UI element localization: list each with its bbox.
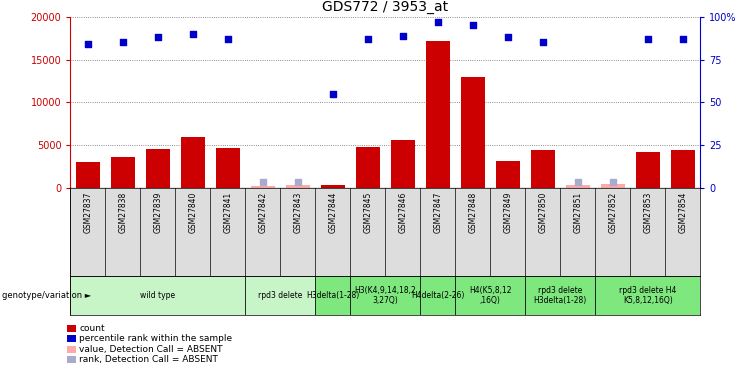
- Text: genotype/variation ►: genotype/variation ►: [2, 291, 91, 300]
- Point: [432, 19, 444, 25]
- Text: count: count: [79, 324, 105, 333]
- Bar: [565, 185, 590, 188]
- Bar: [216, 148, 240, 188]
- Bar: [350, 276, 420, 315]
- Bar: [425, 41, 450, 188]
- Bar: [461, 78, 485, 188]
- Point: [257, 179, 269, 185]
- Text: GSM27847: GSM27847: [433, 192, 442, 233]
- Text: GSM27851: GSM27851: [574, 192, 582, 233]
- Point: [642, 36, 654, 42]
- Text: percentile rank within the sample: percentile rank within the sample: [79, 334, 233, 343]
- Point: [536, 39, 548, 45]
- Bar: [250, 186, 275, 188]
- Point: [607, 179, 619, 185]
- Text: GSM27852: GSM27852: [608, 192, 617, 233]
- Title: GDS772 / 3953_at: GDS772 / 3953_at: [322, 0, 448, 15]
- Text: GSM27840: GSM27840: [188, 192, 197, 233]
- Bar: [595, 276, 700, 315]
- Text: GSM27838: GSM27838: [119, 192, 127, 233]
- Bar: [636, 152, 660, 188]
- Point: [117, 39, 129, 45]
- Bar: [600, 184, 625, 188]
- Point: [502, 34, 514, 40]
- Point: [572, 179, 584, 185]
- Bar: [455, 276, 525, 315]
- Bar: [420, 276, 455, 315]
- Text: GSM27843: GSM27843: [293, 192, 302, 233]
- Bar: [146, 149, 170, 188]
- Text: GSM27837: GSM27837: [84, 192, 93, 233]
- Text: GSM27846: GSM27846: [399, 192, 408, 233]
- Bar: [525, 276, 595, 315]
- Bar: [76, 162, 100, 188]
- Bar: [70, 276, 245, 315]
- Text: rpd3 delete: rpd3 delete: [258, 291, 302, 300]
- Point: [397, 33, 409, 39]
- Point: [327, 91, 339, 97]
- Text: GSM27841: GSM27841: [223, 192, 233, 233]
- Point: [82, 41, 94, 47]
- Point: [677, 36, 688, 42]
- Text: GSM27850: GSM27850: [538, 192, 548, 233]
- Text: GSM27853: GSM27853: [643, 192, 652, 233]
- Point: [467, 22, 479, 28]
- Point: [152, 34, 164, 40]
- Bar: [531, 150, 555, 188]
- Text: rank, Detection Call = ABSENT: rank, Detection Call = ABSENT: [79, 355, 218, 364]
- Point: [362, 36, 373, 42]
- Bar: [391, 140, 415, 188]
- Bar: [321, 184, 345, 188]
- Text: GSM27845: GSM27845: [363, 192, 372, 233]
- Bar: [285, 185, 310, 188]
- Text: H3(K4,9,14,18,2
3,27Q): H3(K4,9,14,18,2 3,27Q): [354, 286, 416, 305]
- Text: H4delta(2-26): H4delta(2-26): [411, 291, 465, 300]
- Bar: [671, 150, 695, 188]
- Bar: [316, 276, 350, 315]
- Text: GSM27849: GSM27849: [503, 192, 512, 233]
- Text: GSM27854: GSM27854: [678, 192, 687, 233]
- Text: GSM27842: GSM27842: [259, 192, 268, 233]
- Text: GSM27839: GSM27839: [153, 192, 162, 233]
- Text: GSM27844: GSM27844: [328, 192, 337, 233]
- Text: wild type: wild type: [140, 291, 176, 300]
- Text: GSM27848: GSM27848: [468, 192, 477, 233]
- Text: rpd3 delete
H3delta(1-28): rpd3 delete H3delta(1-28): [534, 286, 587, 305]
- Point: [187, 31, 199, 37]
- Text: H4(K5,8,12
,16Q): H4(K5,8,12 ,16Q): [469, 286, 511, 305]
- Point: [292, 179, 304, 185]
- Text: value, Detection Call = ABSENT: value, Detection Call = ABSENT: [79, 345, 223, 354]
- Bar: [245, 276, 316, 315]
- Text: rpd3 delete H4
K5,8,12,16Q): rpd3 delete H4 K5,8,12,16Q): [619, 286, 677, 305]
- Bar: [181, 137, 205, 188]
- Text: H3delta(1-28): H3delta(1-28): [306, 291, 359, 300]
- Point: [222, 36, 234, 42]
- Bar: [356, 147, 380, 188]
- Bar: [110, 157, 135, 188]
- Bar: [496, 161, 520, 188]
